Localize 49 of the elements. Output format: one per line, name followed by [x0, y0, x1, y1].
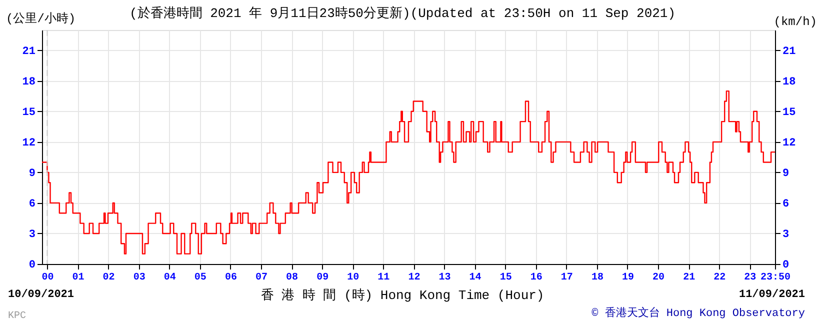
x-tick-label: 08	[286, 272, 298, 284]
text: © 香港天文台 Hong Kong Observatory	[592, 306, 806, 320]
text: 11/09/2021	[738, 289, 806, 301]
x-tick-label: 03	[133, 272, 146, 284]
x-tick-label: 12	[408, 272, 420, 284]
chart-title: (於香港時間 2021 年 9月11日23時50分更新)(Updated at 23:50H on 11 Sep 2021)	[129, 6, 676, 21]
y-tick-label: 12	[22, 137, 36, 150]
y-tick-label: 15	[22, 106, 36, 119]
x-tick-label: 23	[744, 272, 756, 284]
x-tick-label: 20	[652, 272, 665, 284]
x-tick-label: 02	[102, 272, 115, 284]
y-tick-label: 9	[28, 168, 36, 180]
x-tick-label: 15	[500, 272, 512, 284]
y2-tick-label: 9	[782, 168, 790, 180]
y2-tick-label: 15	[782, 106, 796, 119]
y-axis-title: (公里/小時)	[6, 12, 76, 26]
x-tick-label: 04	[164, 272, 176, 284]
x-tick-label: 23:50	[760, 272, 791, 284]
x-tick-label: 17	[560, 272, 573, 284]
x-tick-label: 21	[683, 272, 696, 284]
y2-tick-label: 18	[782, 76, 796, 88]
x-tick-label: 16	[530, 272, 542, 284]
y-tick-label: 18	[22, 76, 36, 88]
x-tick-label: 10	[347, 272, 360, 284]
x-axis-title: 香 港 時 間 (時) Hong Kong Time (Hour)	[260, 288, 544, 303]
y2-axis-title: (km/h)	[774, 15, 817, 29]
x-tick-label: 09	[316, 272, 329, 284]
x-tick-label: 19	[622, 272, 634, 284]
text: KPC	[8, 311, 26, 322]
x-tick-label: 13	[438, 272, 451, 284]
y-tick-label: 0	[28, 260, 36, 272]
y2-tick-label: 0	[782, 260, 790, 272]
x-tick-label: 11	[378, 272, 390, 284]
x-tick-label: 00	[42, 272, 54, 284]
y-tick-label: 3	[28, 228, 36, 241]
x-tick-label: 01	[72, 272, 84, 284]
y-tick-label: 6	[28, 198, 36, 210]
y2-tick-label: 6	[782, 198, 790, 210]
x-tick-label: 18	[591, 272, 604, 284]
x-tick-label: 07	[255, 272, 268, 284]
x-tick-label: 06	[224, 272, 237, 284]
y2-tick-label: 3	[782, 228, 790, 241]
text: 10/09/2021	[8, 289, 74, 301]
y2-tick-label: 12	[782, 137, 796, 150]
y-tick-label: 21	[22, 46, 36, 58]
x-tick-label: 05	[194, 272, 206, 284]
x-tick-label: 22	[714, 272, 726, 284]
y2-tick-label: 21	[782, 46, 796, 58]
x-tick-label: 14	[469, 272, 482, 284]
